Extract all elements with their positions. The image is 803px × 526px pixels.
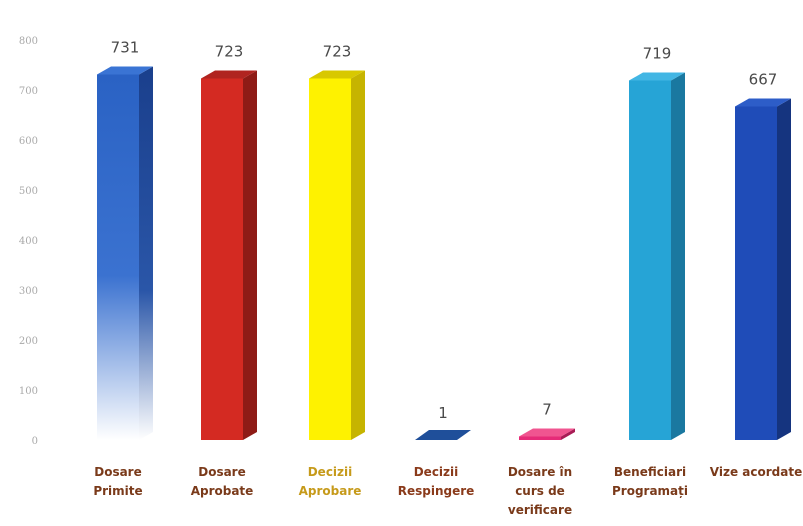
value-label: 723 [215,43,244,61]
y-tick-label: 0 [32,436,38,447]
value-label: 667 [749,71,778,89]
bar-top [415,430,471,440]
category-label: Dosare Aprobate [191,465,254,498]
y-tick-label: 100 [19,386,38,397]
bar [201,70,257,440]
bar-side [351,70,365,440]
bar-front [519,436,561,440]
bar-side [243,70,257,440]
bar-top [201,70,257,79]
bar-side [777,98,791,440]
category-label: Dosare în curs de verificare [508,465,572,517]
y-tick-label: 700 [19,86,38,97]
y-tick-label: 600 [19,136,38,147]
value-label: 719 [643,45,672,63]
category-label: Dosare Primite [93,465,142,498]
category-label: Vize acordate [710,465,802,479]
y-tick-label: 500 [19,186,38,197]
value-label: 7 [542,401,552,419]
bar-front [97,74,139,440]
value-label: 1 [438,404,448,422]
value-label: 723 [323,43,352,61]
bar [97,66,153,440]
x-axis-labels: Dosare Primite Dosare Aprobate Decizii Aproba… [93,465,802,517]
value-label: 731 [111,39,140,57]
bars [97,66,791,440]
value-labels: 731 723 723 1 7 719 667 [111,39,778,423]
bar-top [735,98,791,107]
bar-side [561,428,575,440]
bar-top [629,72,685,81]
y-axis: 0 100 200 300 400 500 600 700 800 [19,36,38,447]
category-label: Decizii Aprobare [299,465,362,498]
bar-front [201,78,243,440]
bar [629,72,685,440]
category-label: Beneficiari Programați [612,465,688,498]
y-tick-label: 200 [19,336,38,347]
bar-side [139,66,153,440]
bar-top [97,66,153,75]
bar-front [735,106,777,440]
bar [309,70,365,440]
bar-front [309,78,351,440]
y-tick-label: 400 [19,236,38,247]
bar-top [309,70,365,79]
bar [519,428,575,440]
y-tick-label: 300 [19,286,38,297]
bar-side [671,72,685,440]
bar [415,430,471,440]
y-tick-label: 800 [19,36,38,47]
category-label: Decizii Respingere [398,465,475,498]
bar-front [629,80,671,440]
bar-top [519,428,575,437]
bar [735,98,791,440]
